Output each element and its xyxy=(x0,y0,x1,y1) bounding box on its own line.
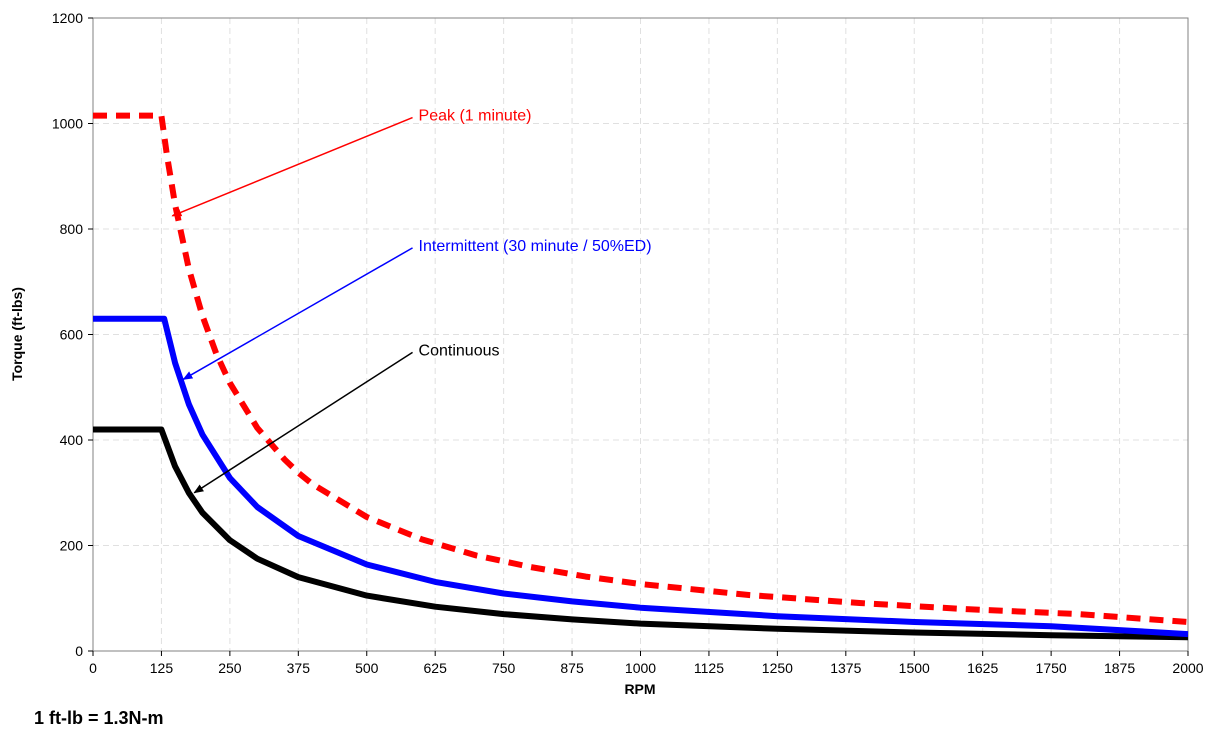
x-axis-title: RPM xyxy=(624,681,655,697)
y-tick-label: 600 xyxy=(60,327,84,343)
unit-conversion-note: 1 ft-lb = 1.3N-m xyxy=(34,708,164,728)
torque-chart: 0 125 250 375 500 625 750 875 1000 1125 1250 1375 15… xyxy=(9,10,1204,697)
x-tick-label: 1375 xyxy=(830,660,861,676)
x-tick-label: 2000 xyxy=(1172,660,1203,676)
x-tick-label: 250 xyxy=(218,660,242,676)
x-tick-label: 750 xyxy=(492,660,516,676)
y-tick-label: 0 xyxy=(75,643,83,659)
x-tick-label: 1875 xyxy=(1104,660,1135,676)
y-tick-label: 800 xyxy=(60,221,84,237)
x-tick-label: 0 xyxy=(89,660,97,676)
series-lines xyxy=(93,112,1189,641)
y-tick-label: 1000 xyxy=(52,116,83,132)
annotation-label-0: Peak (1 minute) xyxy=(419,108,532,125)
annotation-label-1: Intermittent (30 minute / 50%ED) xyxy=(419,238,652,255)
annotation-label-2: Continuous xyxy=(419,342,500,359)
x-tick-label: 125 xyxy=(150,660,174,676)
x-tick-label: 1750 xyxy=(1036,660,1067,676)
x-tick-label: 625 xyxy=(424,660,448,676)
x-tick-label: 500 xyxy=(355,660,379,676)
axis-ticks: 0 125 250 375 500 625 750 875 1000 1125 1250 1375 15… xyxy=(52,10,1204,676)
annotation-arrow-2 xyxy=(193,351,413,494)
annotations: Peak (1 minute) Intermittent (30 minute /… xyxy=(171,108,652,494)
series-line-2 xyxy=(93,426,1189,641)
y-axis-title: Torque (ft-lbs) xyxy=(9,287,25,381)
y-tick-label: 200 xyxy=(60,538,84,554)
x-tick-label: 1000 xyxy=(625,660,656,676)
annotation-arrow-1 xyxy=(182,247,413,380)
grid-lines xyxy=(93,18,1188,651)
annotation-arrow-0 xyxy=(171,116,413,217)
x-tick-label: 875 xyxy=(560,660,584,676)
y-tick-label: 400 xyxy=(60,432,84,448)
series-line-0 xyxy=(93,112,1189,625)
x-tick-label: 1250 xyxy=(762,660,793,676)
x-tick-label: 1125 xyxy=(694,660,724,676)
y-tick-label: 1200 xyxy=(52,10,83,26)
x-tick-label: 1500 xyxy=(899,660,930,676)
series-line-1 xyxy=(93,315,1189,638)
x-tick-label: 375 xyxy=(287,660,311,676)
x-tick-label: 1625 xyxy=(967,660,998,676)
